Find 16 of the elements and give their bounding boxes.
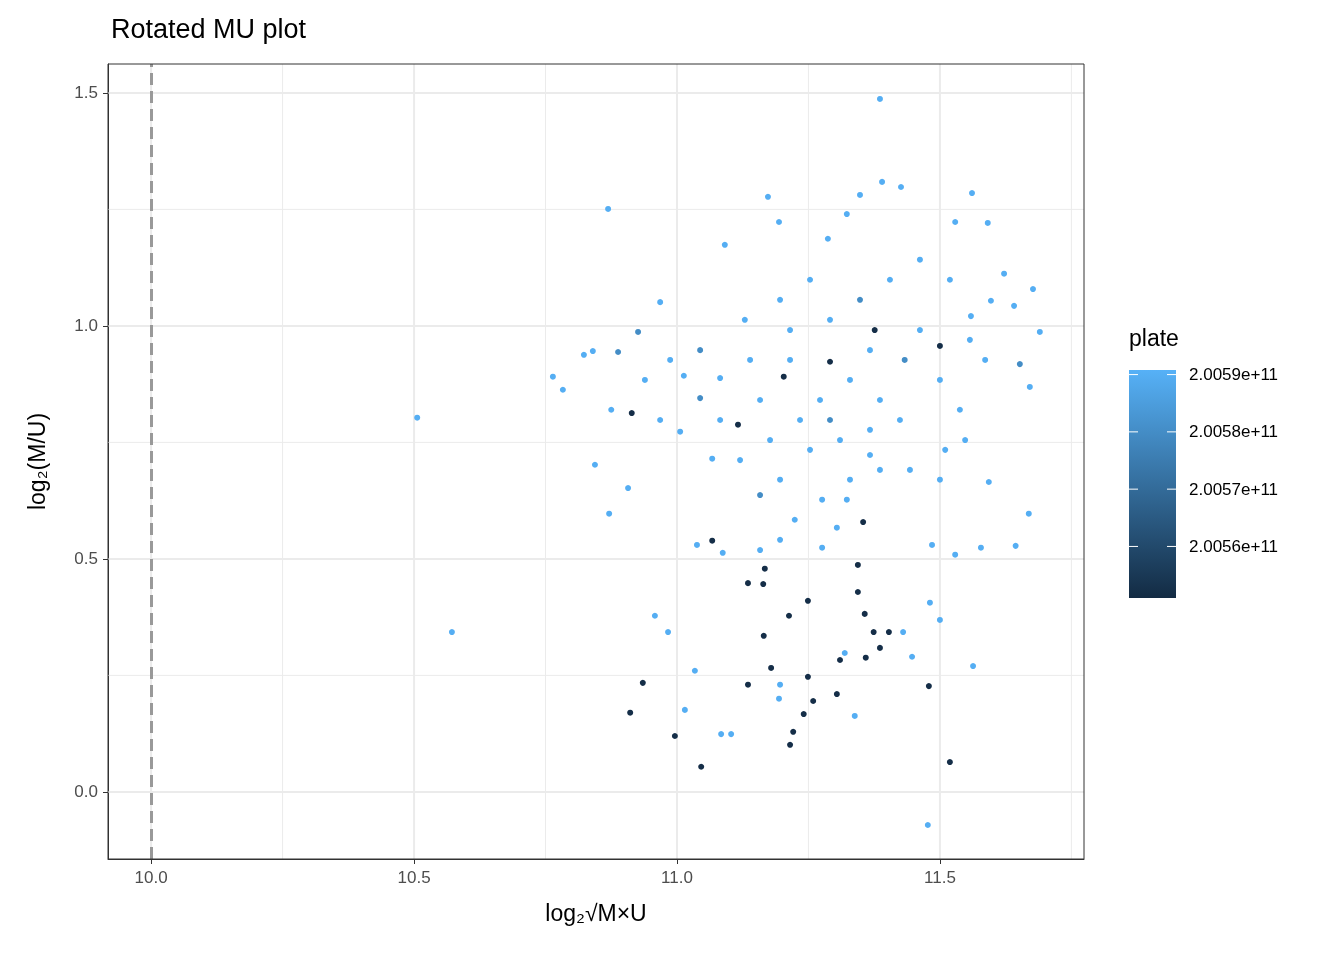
chart-title: Rotated MU plot	[111, 13, 307, 44]
color-bar-label: 2.0057e+11	[1189, 479, 1279, 499]
y-tick-label: 1.0	[74, 316, 98, 336]
color-bar-label: 2.0056e+11	[1189, 536, 1279, 556]
color-bar-label: 2.0059e+11	[1189, 365, 1279, 385]
y-tick-label: 0.0	[74, 782, 98, 802]
color-bar-title: plate	[1129, 324, 1179, 351]
x-axis-title: log₂√M×U	[545, 899, 647, 926]
y-tick-label: 1.5	[74, 83, 98, 103]
x-tick-label: 11.0	[661, 868, 693, 887]
x-tick-label: 10.0	[134, 868, 168, 887]
x-tick-label: 10.5	[397, 868, 431, 887]
y-tick-label: 0.5	[74, 549, 98, 569]
x-tick-label: 11.5	[924, 868, 956, 887]
color-bar-label: 2.0058e+11	[1189, 422, 1279, 442]
y-axis-title: log₂(M/U)	[23, 412, 50, 511]
